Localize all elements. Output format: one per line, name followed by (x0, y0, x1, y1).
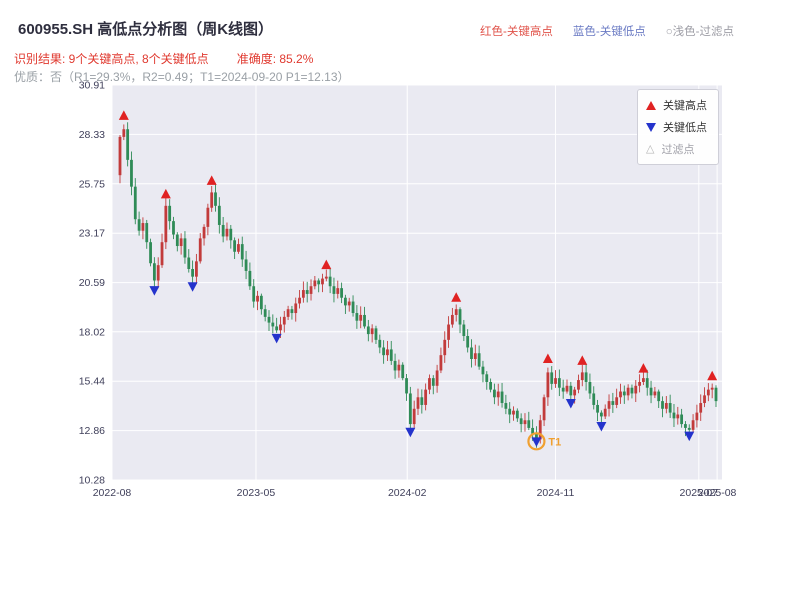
legend-item-label: 关键低点 (663, 122, 707, 134)
svg-text:12.86: 12.86 (79, 425, 105, 437)
triangle-hollow-icon: △ (646, 142, 655, 155)
svg-text:30.91: 30.91 (79, 80, 105, 92)
svg-text:15.44: 15.44 (79, 376, 105, 388)
svg-text:28.33: 28.33 (79, 129, 105, 141)
svg-text:20.59: 20.59 (79, 277, 105, 289)
color-legend: 红色-关键高点 蓝色-关键低点 ○浅色-过滤点 (480, 23, 734, 39)
svg-text:25.75: 25.75 (79, 178, 105, 190)
legend-item-label: 关键高点 (663, 100, 707, 112)
legend-item-key-low: 关键低点 (646, 119, 710, 135)
legend-filtered-label: ○浅色-过滤点 (665, 26, 734, 38)
recognition-counts: 识别结果: 9个关键高点, 8个关键低点 (14, 52, 209, 66)
quality-line: 优质：否（R1=29.3%，R2=0.49；T1=2024-09-20 P1=1… (14, 70, 350, 84)
legend-item-key-high: 关键高点 (646, 97, 710, 113)
svg-text:T1: T1 (548, 436, 561, 448)
recognition-result: 识别结果: 9个关键高点, 8个关键低点 准确度: 85.2% (14, 50, 313, 67)
svg-text:2024-11: 2024-11 (537, 487, 575, 499)
svg-text:2022-08: 2022-08 (93, 487, 132, 499)
triangle-down-icon (646, 122, 656, 132)
svg-text:2023-05: 2023-05 (237, 487, 276, 499)
triangle-up-icon (646, 100, 656, 110)
svg-text:2024-02: 2024-02 (388, 487, 427, 499)
chart-legend-box: 关键高点 关键低点 △ 过滤点 (637, 89, 719, 165)
accuracy-value: 准确度: 85.2% (236, 52, 314, 66)
legend-key-high-label: 红色-关键高点 (480, 26, 553, 38)
legend-item-filtered: △ 过滤点 (646, 141, 710, 157)
svg-text:18.02: 18.02 (79, 326, 105, 338)
svg-text:2025-07: 2025-07 (680, 487, 719, 499)
svg-text:23.17: 23.17 (79, 228, 105, 240)
page-title: 600955.SH 高低点分析图（周K线图） (18, 21, 274, 38)
legend-key-low-label: 蓝色-关键低点 (572, 26, 646, 38)
legend-item-label: 过滤点 (661, 144, 695, 156)
svg-text:2025-08: 2025-08 (698, 487, 737, 499)
svg-text:10.28: 10.28 (79, 475, 105, 487)
